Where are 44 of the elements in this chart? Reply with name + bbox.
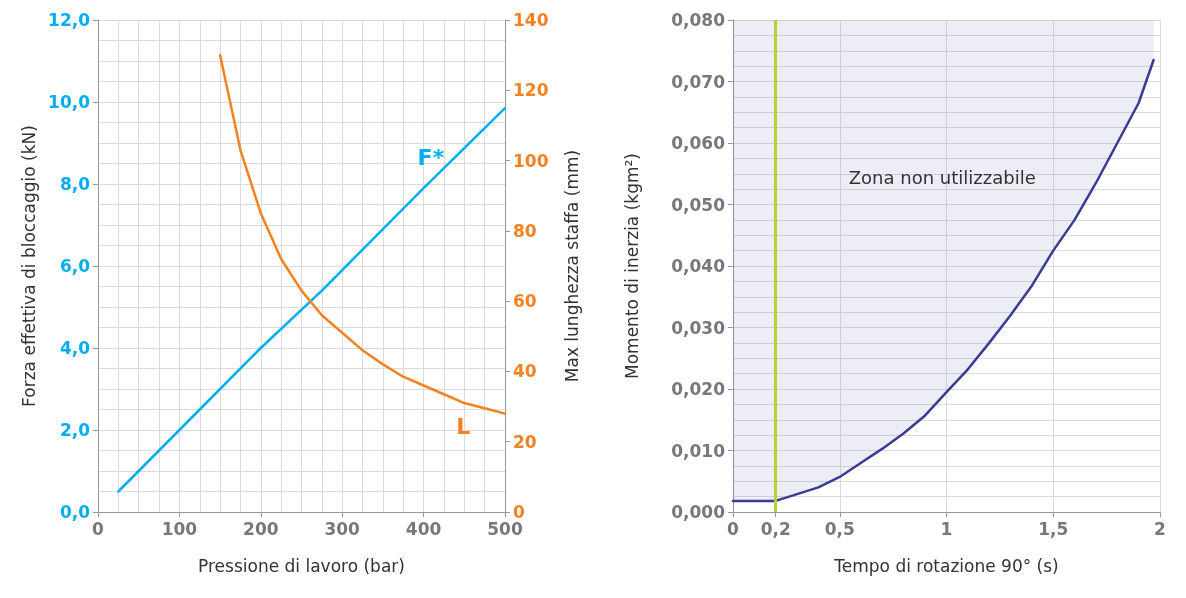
y2-tick-label: 20 bbox=[513, 431, 537, 452]
y-tick-label: 0,010 bbox=[671, 440, 726, 461]
y2-tick-label: 120 bbox=[513, 80, 549, 101]
x-tick-label: 0,2 bbox=[760, 518, 791, 539]
y-tick-label: 0,070 bbox=[671, 71, 726, 92]
x-tick-label: 0,5 bbox=[824, 518, 855, 539]
x-tick-label: 0 bbox=[92, 518, 105, 539]
y-axis-title: Forza effettiva di bloccaggio (kN) bbox=[18, 125, 39, 407]
y2-tick-label: 140 bbox=[513, 10, 549, 30]
y-tick-label: 4,0 bbox=[59, 338, 91, 358]
y2-tick-label: 100 bbox=[513, 150, 549, 171]
y-tick-label: 8,0 bbox=[59, 174, 91, 194]
x-tick-label: 0 bbox=[727, 518, 740, 539]
y-tick-label: 10,0 bbox=[48, 92, 91, 112]
line-series bbox=[117, 106, 507, 493]
y-tick-label: 0,000 bbox=[671, 502, 726, 522]
annotation: Zona non utilizzabile bbox=[848, 166, 1036, 188]
x-tick-label: 1 bbox=[940, 518, 953, 539]
y-tick-label: 0,080 bbox=[671, 10, 726, 30]
y2-tick-label: 40 bbox=[513, 361, 537, 382]
y-tick-label: 2,0 bbox=[59, 420, 91, 440]
y2-axis-title: Max lunghezza staffa (mm) bbox=[561, 149, 582, 383]
series-label: F* bbox=[417, 144, 445, 170]
x-axis-title: Tempo di rotazione 90° (s) bbox=[833, 555, 1059, 576]
y-tick-label: 0,040 bbox=[671, 256, 726, 276]
x-tick-label: 200 bbox=[243, 518, 279, 539]
y2-tick-label: 80 bbox=[513, 220, 537, 241]
y-tick-label: 0,050 bbox=[671, 194, 726, 215]
y-axis-title: Momento di inerzia (kgm²) bbox=[621, 153, 642, 379]
y-tick-label: 0,030 bbox=[671, 317, 726, 338]
line-series bbox=[218, 53, 507, 415]
x-tick-label: 100 bbox=[161, 518, 198, 539]
series-label: L bbox=[456, 413, 471, 439]
y-tick-label: 0,060 bbox=[671, 133, 726, 153]
x-tick-label: 400 bbox=[405, 518, 442, 539]
x-axis-title: Pressione di lavoro (bar) bbox=[198, 555, 405, 576]
x-tick-label: 2 bbox=[1154, 518, 1166, 539]
y-tick-label: 6,0 bbox=[59, 256, 91, 276]
y-tick-label: 12,0 bbox=[48, 10, 91, 30]
y-tick-label: 0,020 bbox=[671, 379, 726, 399]
x-tick-label: 1,5 bbox=[1038, 518, 1069, 539]
y-tick-label: 0,0 bbox=[59, 502, 91, 522]
x-tick-label: 300 bbox=[324, 518, 361, 539]
y2-tick-label: 60 bbox=[513, 291, 537, 312]
